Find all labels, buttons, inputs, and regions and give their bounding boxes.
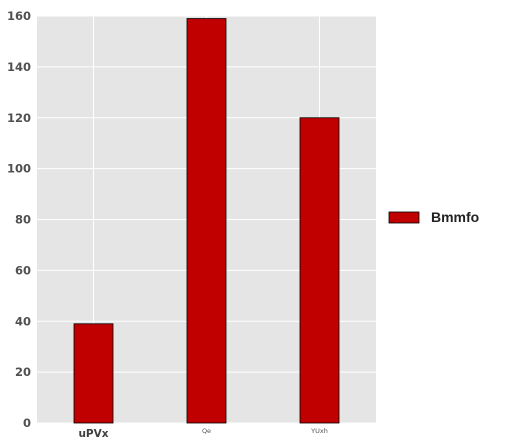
y-tick-label: 40 xyxy=(15,314,31,328)
y-tick-label: 120 xyxy=(7,111,31,125)
bars xyxy=(73,18,340,424)
x-tick-label: YUxh xyxy=(310,427,328,435)
y-tick-label: 140 xyxy=(7,60,31,74)
y-tick-label: 60 xyxy=(15,263,31,277)
y-tick-label: 80 xyxy=(15,213,31,227)
x-tick-label: uPVx xyxy=(78,428,108,440)
y-tick-label: 100 xyxy=(7,162,31,176)
x-axis-ticks: uPVx Qe YUxh xyxy=(78,427,327,440)
bar-Qe xyxy=(186,18,227,424)
bar-YUxh xyxy=(299,117,340,424)
legend-label: Bmmfo xyxy=(431,209,479,225)
y-tick-label: 160 xyxy=(7,9,31,23)
legend: Bmmfo xyxy=(388,209,479,225)
y-tick-label: 0 xyxy=(23,416,31,430)
y-axis-ticks: 0 20 40 60 80 100 120 140 160 xyxy=(7,9,31,430)
x-tick-label: Qe xyxy=(202,427,211,435)
y-tick-label: 20 xyxy=(15,365,31,379)
legend-swatch xyxy=(388,211,420,224)
bar-uPVx xyxy=(73,323,114,424)
